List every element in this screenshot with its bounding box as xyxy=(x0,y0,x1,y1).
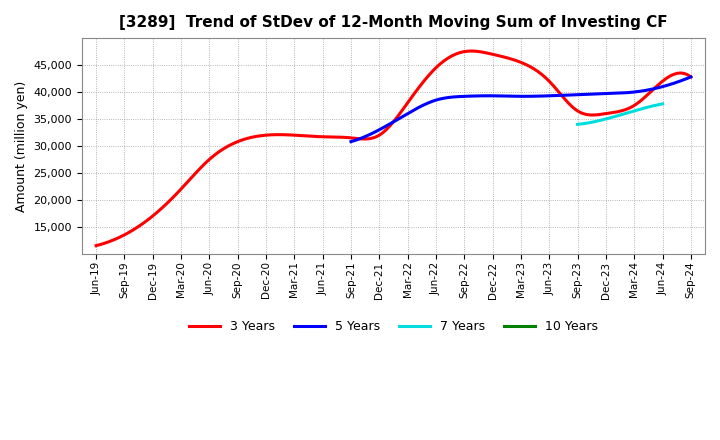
Legend: 3 Years, 5 Years, 7 Years, 10 Years: 3 Years, 5 Years, 7 Years, 10 Years xyxy=(184,315,603,338)
Y-axis label: Amount (million yen): Amount (million yen) xyxy=(15,81,28,212)
Title: [3289]  Trend of StDev of 12-Month Moving Sum of Investing CF: [3289] Trend of StDev of 12-Month Moving… xyxy=(119,15,667,30)
